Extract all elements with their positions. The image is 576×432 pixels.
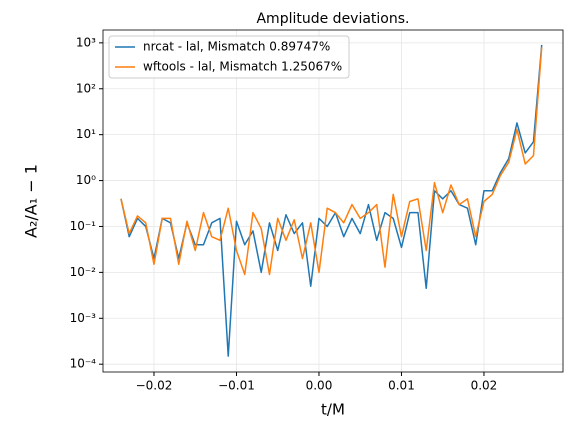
x-tick-label: 0.00 <box>306 379 333 393</box>
legend-label: wftools - lal, Mismatch 1.25067% <box>143 60 342 74</box>
series-line <box>120 47 543 276</box>
y-tick-label: 10⁻² <box>70 265 97 279</box>
y-tick-label: 10¹ <box>76 127 96 141</box>
y-tick-label: 10⁻³ <box>70 311 97 325</box>
legend-label: nrcat - lal, Mismatch 0.89747% <box>143 40 330 54</box>
y-tick-label: 10⁻¹ <box>70 219 97 233</box>
x-tick-label: −0.01 <box>218 379 255 393</box>
chart-title: Amplitude deviations. <box>256 11 409 27</box>
x-tick-label: −0.02 <box>136 379 173 393</box>
plot-frame <box>102 29 564 373</box>
x-tick-label: 0.01 <box>388 379 415 393</box>
y-tick-label: 10² <box>76 81 96 95</box>
x-axis-label: t/M <box>321 401 345 419</box>
legend-box <box>108 35 350 79</box>
y-tick-label: 10⁻⁴ <box>70 357 97 371</box>
y-tick-label: 10³ <box>76 35 96 49</box>
y-axis-label: A₂/A₁ − 1 <box>22 164 41 238</box>
y-tick-label: 10⁰ <box>76 173 96 187</box>
x-tick-label: 0.02 <box>471 379 498 393</box>
